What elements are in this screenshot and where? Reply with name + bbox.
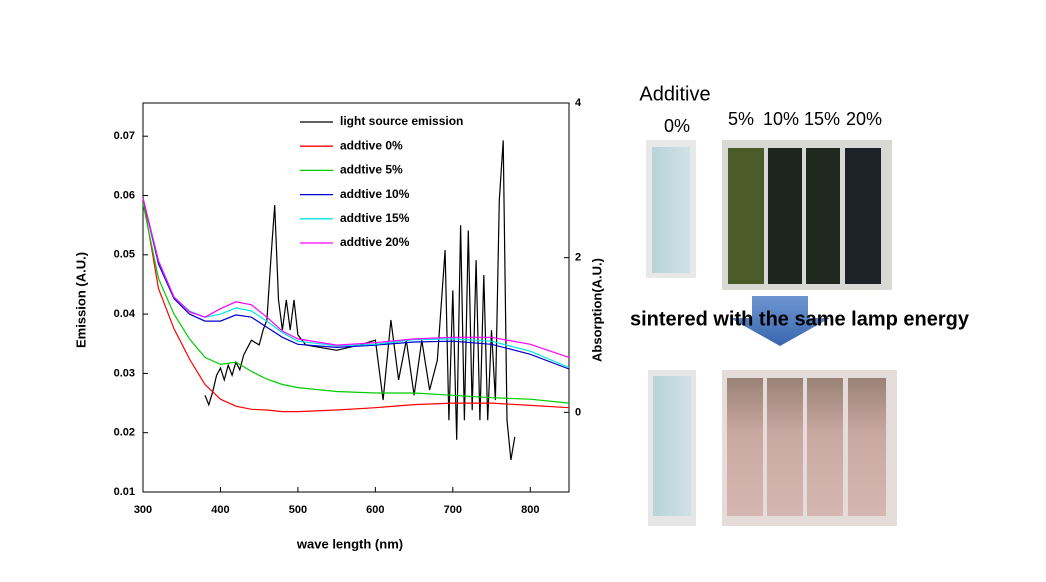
series-line [142, 197, 570, 370]
strip [728, 148, 764, 284]
legend-label: addtive 0% [340, 138, 403, 152]
x-tick-label: 600 [366, 504, 384, 516]
y-tick-label: 0.01 [114, 486, 135, 498]
x-tick-label: 800 [521, 504, 539, 516]
y-tick-label: 0.05 [114, 249, 135, 261]
strip [807, 378, 843, 516]
strip [727, 378, 763, 516]
y2-tick-label: 2 [575, 252, 581, 264]
x-axis-label: wave length (nm) [296, 536, 403, 551]
y-tick-label: 0.02 [114, 427, 135, 439]
plot-frame [142, 102, 570, 493]
strip [768, 148, 802, 284]
photo-title: Additive [639, 83, 710, 105]
legend-label: light source emission [340, 114, 463, 128]
series-line [142, 197, 570, 358]
y-tick-label: 0.06 [114, 189, 135, 201]
y-tick-label: 0.03 [114, 367, 135, 379]
x-tick-label: 700 [444, 504, 462, 516]
series-line [142, 197, 570, 413]
strip [806, 148, 840, 284]
legend-label: addtive 15% [340, 211, 410, 225]
x-tick-label: 300 [134, 504, 152, 516]
strip [845, 148, 881, 284]
photo-label: 0% [664, 116, 690, 136]
arrow [730, 296, 830, 346]
x-tick-label: 400 [211, 504, 229, 516]
y-tick-label: 0.07 [114, 130, 135, 142]
photo-label: 20% [846, 109, 882, 129]
x-tick-label: 500 [289, 504, 307, 516]
photo-label: 5% [728, 109, 754, 129]
strip [848, 378, 886, 516]
legend-label: addtive 20% [340, 235, 410, 249]
strip [767, 378, 803, 516]
y2-tick-label: 0 [575, 406, 581, 418]
photo-label: 15% [804, 109, 840, 129]
legend-label: addtive 10% [340, 187, 410, 201]
y2-tick-label: 4 [575, 97, 582, 109]
y-axis-label: Emission (A.U.) [73, 252, 88, 348]
y2-axis-label: Absorption(A.U.) [589, 258, 604, 362]
series-line [204, 140, 516, 461]
photo-caption: sintered with the same lamp energy [630, 308, 970, 330]
photo-label: 10% [763, 109, 799, 129]
y-tick-label: 0.04 [114, 308, 136, 320]
strip [653, 376, 691, 516]
strip [652, 147, 690, 273]
photos: Additive 0% 5% 10% 15% 20% sintered with… [630, 83, 970, 526]
legend-label: addtive 5% [340, 163, 403, 177]
series-line [142, 203, 570, 404]
